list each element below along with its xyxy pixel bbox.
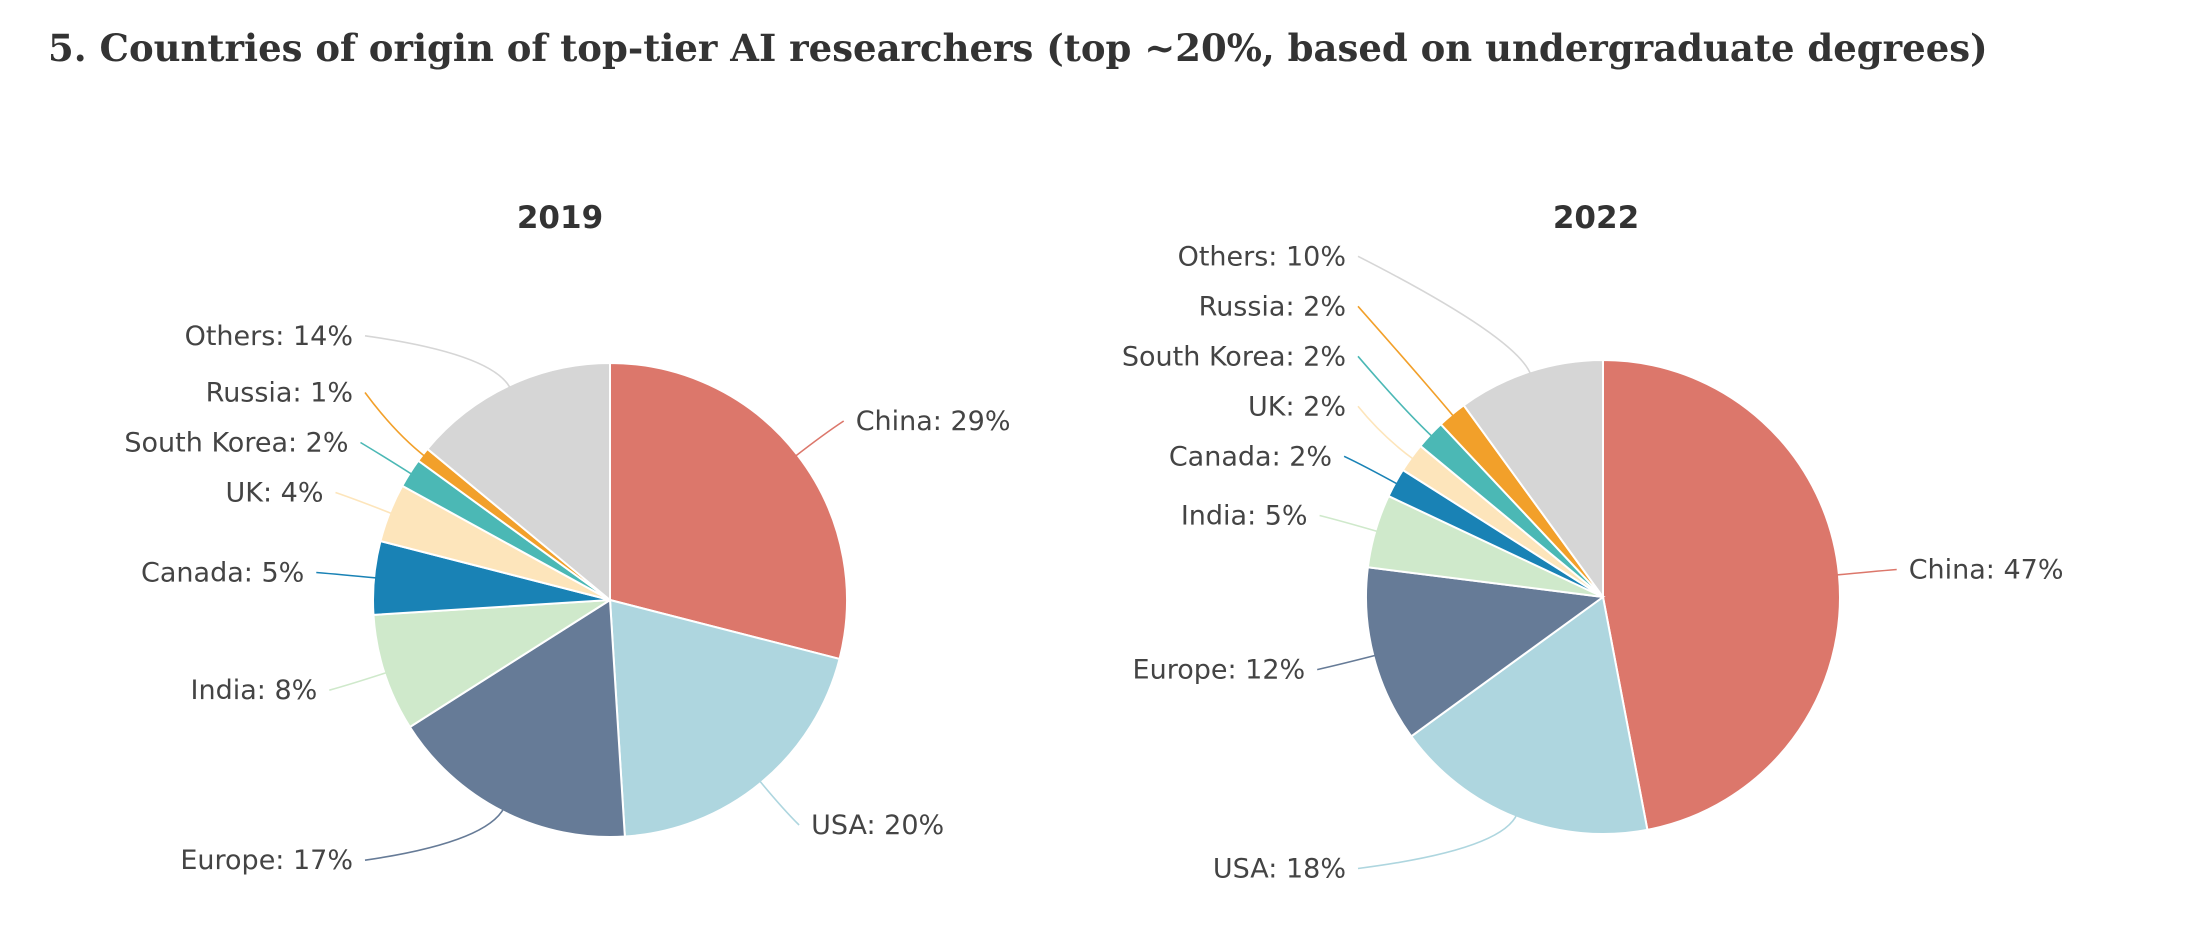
pie-title-2022: 2022: [1553, 200, 1639, 236]
slice-label-europe-2019: Europe: 17%: [180, 845, 353, 876]
slice-label-others-2019: Others: 14%: [185, 321, 353, 352]
connector-line-uk-2019: [335, 491, 394, 515]
connector-line-south-korea-2019: [360, 441, 414, 476]
connector-line-china-2019: [793, 420, 845, 458]
connector-line-europe-2019: [364, 807, 505, 861]
connector-line-russia-2019: [364, 392, 427, 458]
connector-line-usa-2022: [1357, 813, 1518, 870]
connector-line-russia-2022: [1357, 305, 1456, 419]
slice-label-others-2022: Others: 10%: [1178, 241, 1346, 272]
slice-label-canada-2022: Canada: 2%: [1169, 441, 1332, 472]
connector-line-china-2022: [1834, 568, 1897, 576]
slice-label-south-korea-2019: South Korea: 2%: [124, 428, 348, 459]
connector-line-south-korea-2022: [1357, 355, 1434, 439]
connector-line-india-2022: [1319, 514, 1380, 533]
slice-label-south-korea-2022: South Korea: 2%: [1122, 341, 1346, 372]
slice-label-russia-2019: Russia: 1%: [206, 378, 353, 409]
connector-line-usa-2019: [757, 778, 800, 826]
connector-line-canada-2022: [1343, 455, 1400, 486]
slice-label-china-2022: China: 47%: [1909, 555, 2064, 586]
slice-label-usa-2019: USA: 20%: [811, 810, 944, 841]
slice-label-canada-2019: Canada: 5%: [141, 558, 304, 589]
slice-label-europe-2022: Europe: 12%: [1133, 655, 1306, 686]
pie-chart-2022: 2022 China: 47% USA: 18% Europe: 12% India:…: [1122, 200, 2064, 885]
slice-label-uk-2019: UK: 4%: [226, 478, 324, 509]
page-title: 5. Countries of origin of top-tier AI re…: [48, 26, 1988, 70]
slice-label-russia-2022: Russia: 2%: [1199, 291, 1346, 322]
connector-line-others-2022: [1357, 255, 1532, 376]
slice-label-india-2022: India: 5%: [1181, 501, 1308, 532]
slice-label-usa-2022: USA: 18%: [1213, 854, 1346, 885]
connector-line-canada-2019: [316, 571, 379, 579]
connector-line-europe-2022: [1317, 654, 1378, 671]
slice-label-china-2019: China: 29%: [856, 406, 1011, 437]
connector-line-others-2019: [364, 335, 512, 390]
pie-slice-china-2022: [1602, 358, 1841, 831]
connector-line-uk-2022: [1357, 405, 1415, 461]
pie-chart-2019: 2019 China: 29% USA: 20% Europe: 17% India:…: [124, 200, 1010, 876]
slice-label-india-2019: India: 8%: [191, 675, 318, 706]
connector-line-india-2019: [329, 671, 389, 691]
pie-title-2019: 2019: [517, 200, 603, 236]
slice-label-uk-2022: UK: 2%: [1248, 391, 1346, 422]
